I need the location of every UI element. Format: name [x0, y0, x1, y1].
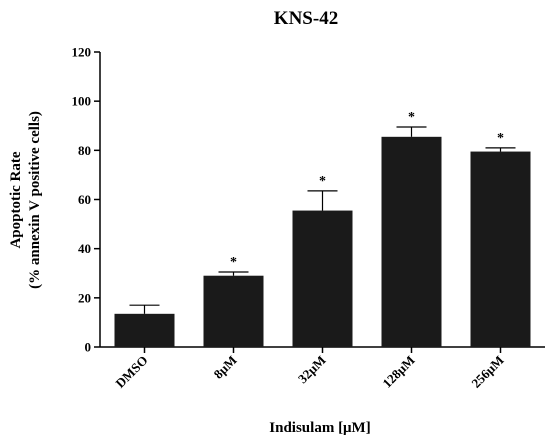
bar: [292, 210, 353, 347]
y-axis-label: Apoptotic Rate (% annexin V positive cel…: [8, 111, 43, 289]
bar: [114, 313, 175, 347]
y-axis-label-line1: Apoptotic Rate: [8, 151, 24, 248]
chart-title: KNS-42: [274, 8, 338, 29]
y-tick-label: 100: [72, 94, 92, 109]
bar: [381, 136, 442, 347]
y-tick-label: 80: [78, 143, 91, 158]
category-label: 8μM: [211, 353, 240, 382]
significance-marker: *: [319, 174, 326, 189]
significance-marker: *: [230, 255, 237, 270]
significance-marker: *: [408, 110, 415, 125]
plot-area: 0 20 40 60 80 100 120 DMSO * 8μM * 32μM * 128μM * 256μM: [72, 45, 545, 391]
y-tick-label: 60: [78, 192, 91, 207]
bar: [470, 151, 531, 347]
category-label: 256μM: [468, 353, 506, 391]
category-label: 32μM: [295, 353, 329, 387]
y-tick-label: 20: [78, 290, 91, 305]
y-axis-label-line2: (% annexin V positive cells): [27, 111, 43, 289]
y-tick-label: 120: [72, 45, 92, 60]
bar: [203, 275, 264, 347]
category-label: DMSO: [112, 353, 150, 391]
y-tick-label: 40: [78, 241, 91, 256]
x-axis-label: Indisulam [μM]: [269, 420, 370, 436]
significance-marker: *: [497, 131, 504, 146]
y-tick-label: 0: [85, 340, 92, 355]
category-label: 128μM: [379, 353, 417, 391]
